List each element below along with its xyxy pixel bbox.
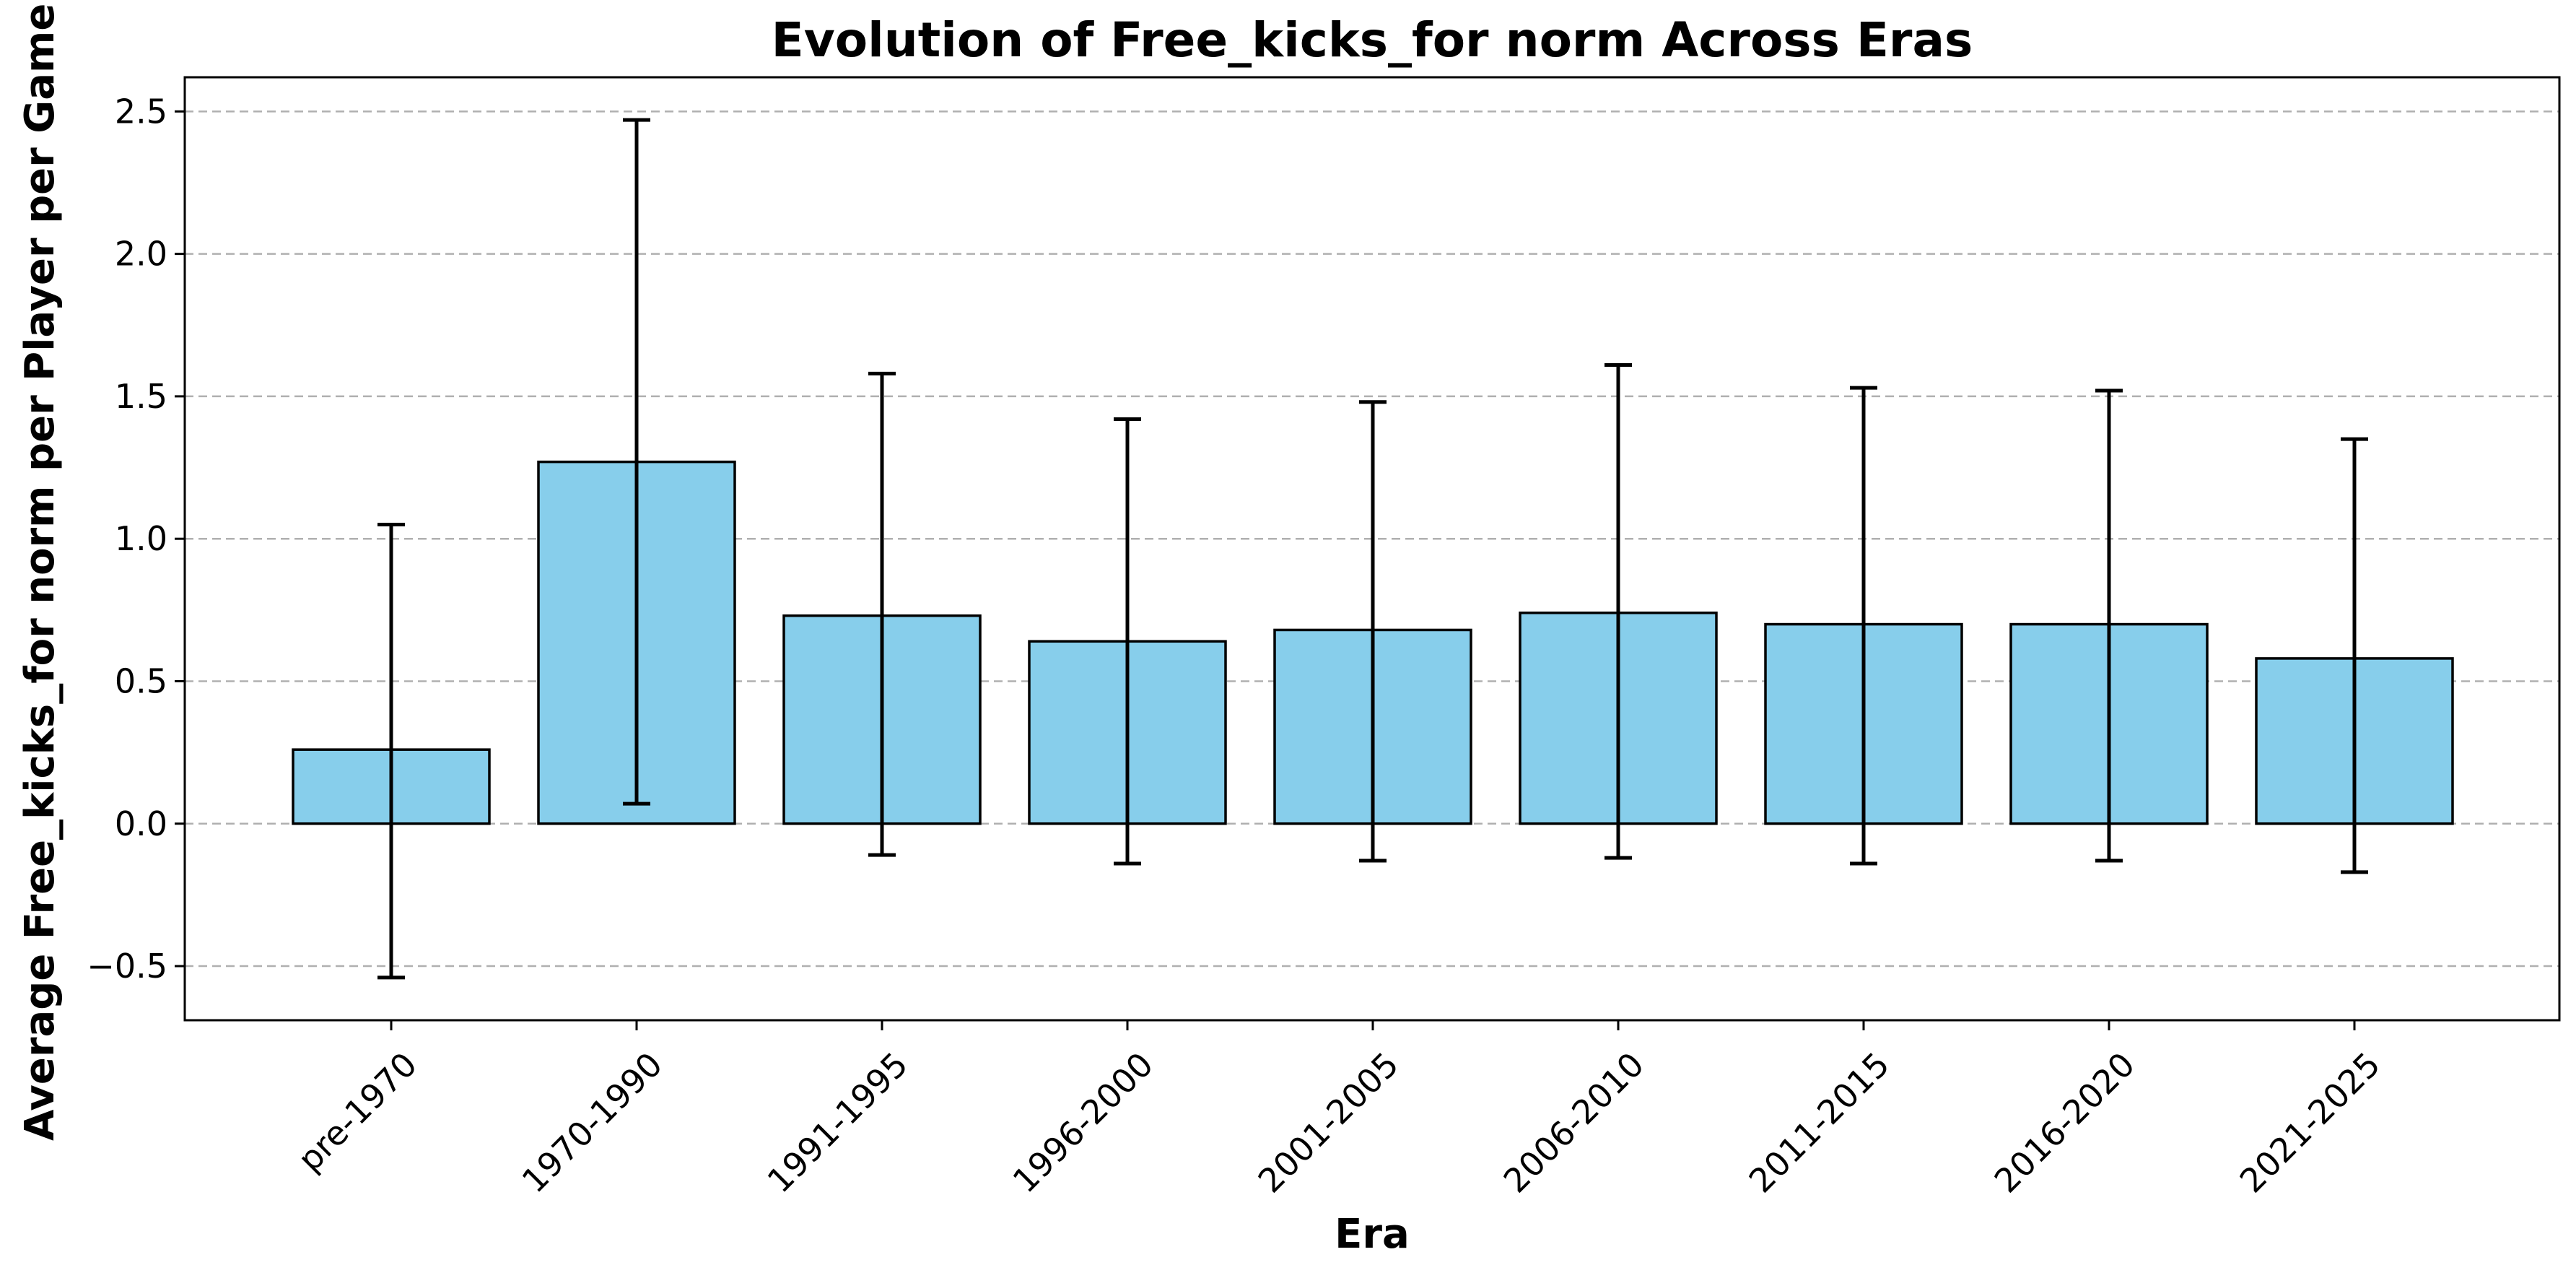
y-tick-label: 1.5	[115, 377, 167, 416]
chart-title: Evolution of Free_kicks_for norm Across …	[772, 12, 1973, 68]
y-tick-label: −0.5	[87, 947, 167, 986]
error-bar	[2095, 388, 2123, 863]
x-axis-ticks: pre-1970 1970-1990 1991-1995 1996-2000 2001-…	[290, 1020, 2388, 1200]
y-axis-ticks: −0.5 0.0 0.5 1.0 1.5 2.0 2.5	[87, 92, 185, 986]
x-tick-label: 1991-1995	[760, 1045, 915, 1200]
y-tick-label: 0.5	[115, 661, 167, 700]
error-bar	[1359, 400, 1387, 863]
x-tick-label: 1970-1990	[515, 1045, 670, 1200]
x-tick-label: 2016-2020	[1987, 1045, 2142, 1200]
error-bar	[623, 118, 650, 806]
x-tick-label: 2011-2015	[1742, 1045, 1897, 1200]
y-tick-label: 2.0	[115, 235, 167, 274]
x-axis-label: Era	[1335, 1211, 1410, 1258]
error-bar	[1604, 363, 1632, 860]
error-bar	[2341, 437, 2368, 874]
y-tick-label: 0.0	[115, 804, 167, 843]
x-tick-label: 2006-2010	[1496, 1045, 1651, 1200]
x-tick-label: 2001-2005	[1251, 1045, 1406, 1200]
x-tick-label: 2021-2025	[2232, 1045, 2388, 1200]
error-bars	[377, 118, 2368, 980]
error-bar	[1850, 386, 1877, 866]
error-bar	[868, 371, 896, 857]
x-tick-label: 1996-2000	[1005, 1045, 1161, 1200]
error-bar	[1114, 417, 1141, 866]
x-tick-label: pre-1970	[290, 1045, 424, 1179]
y-axis-label: Average Free_kicks_for norm per Player p…	[17, 4, 64, 1141]
error-bar	[377, 522, 405, 980]
y-tick-label: 2.5	[115, 92, 167, 131]
y-tick-label: 1.0	[115, 519, 167, 558]
